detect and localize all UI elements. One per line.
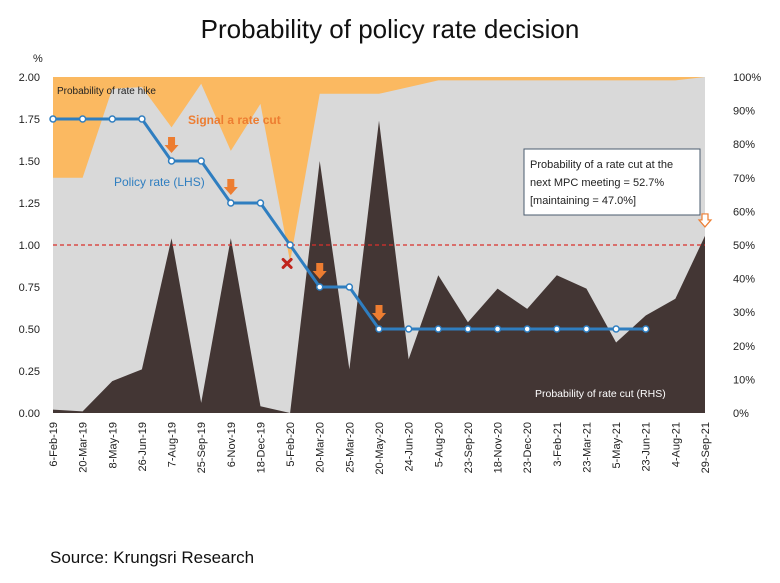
x-tick-label: 6-Feb-19 <box>48 422 60 467</box>
policy-rate-point <box>108 115 117 123</box>
x-tick-label: 25-Sep-19 <box>196 422 208 473</box>
x-tick-label: 29-Sep-21 <box>700 422 712 473</box>
x-tick-label: 20-Mar-19 <box>78 422 90 473</box>
left-axis: % 0.00 0.25 0.50 0.75 1.00 1.25 1.50 1.75 2.00 <box>19 53 43 420</box>
policy-rate-point <box>641 325 650 333</box>
right-tick-label: 70% <box>733 173 755 185</box>
latest-meeting-arrow <box>697 213 713 228</box>
x-tick-label: 8-May-19 <box>107 422 119 468</box>
x-tick-label: 26-Jun-19 <box>137 422 149 472</box>
left-tick-label: 0.00 <box>19 408 40 420</box>
policy-rate-point <box>315 283 324 291</box>
policy-rate-point <box>167 157 176 165</box>
policy-rate-point <box>375 325 383 333</box>
rate-cut-signal-arrow <box>223 179 238 195</box>
plot-area: Probability of rate hike Signal a rate cu… <box>49 77 713 414</box>
left-tick-label: 0.75 <box>19 282 40 294</box>
x-tick-label: 25-Mar-20 <box>344 422 356 473</box>
policy-rate-point <box>523 325 531 333</box>
x-tick-label: 4-Aug-21 <box>670 422 682 467</box>
policy-rate-point <box>464 325 472 333</box>
policy-rate-point <box>49 115 57 123</box>
policy-rate-point <box>197 157 205 165</box>
signal-label: Signal a rate cut <box>188 113 281 127</box>
chart-title: Probability of policy rate decision <box>200 14 580 44</box>
policy-rate-point <box>286 241 294 249</box>
left-axis-unit: % <box>33 53 43 65</box>
left-tick-label: 2.00 <box>19 72 40 84</box>
rate-cut-area <box>53 120 705 414</box>
right-tick-label: 40% <box>733 274 755 286</box>
x-tick-label: 5-May-21 <box>611 422 623 468</box>
callout-line: next MPC meeting = 52.7% <box>530 177 664 189</box>
rate-cut-label: Probability of rate cut (RHS) <box>535 388 666 400</box>
x-tick-label: 3-Feb-21 <box>552 422 564 467</box>
policy-rate-point <box>78 115 87 123</box>
policy-rate-point <box>582 325 591 333</box>
policy-rate-point <box>493 325 502 333</box>
rate-cut-signal-arrow <box>312 263 327 279</box>
rate-cut-signal-arrow <box>164 137 179 153</box>
x-tick-label: 20-May-20 <box>374 422 386 475</box>
x-tick-label: 23-Jun-21 <box>641 422 653 472</box>
right-tick-label: 60% <box>733 206 755 218</box>
policy-rate-point <box>345 283 354 291</box>
policy-rate-point <box>612 325 620 333</box>
left-tick-label: 1.50 <box>19 156 40 168</box>
left-tick-label: 0.50 <box>19 324 40 336</box>
x-axis: 6-Feb-19 20-Mar-19 8-May-19 26-Jun-19 7-Aug-… <box>48 422 712 475</box>
right-tick-label: 100% <box>733 72 761 84</box>
right-axis: 0% 10% 20% 30% 40% 50% 60% 70% 80% 90% 100% <box>733 72 761 420</box>
x-tick-label: 18-Dec-19 <box>255 422 267 473</box>
x-tick-label: 7-Aug-19 <box>167 422 179 467</box>
policy-rate-point <box>138 115 146 123</box>
x-tick-label: 5-Aug-20 <box>433 422 445 467</box>
left-tick-label: 0.25 <box>19 366 40 378</box>
right-tick-label: 30% <box>733 307 755 319</box>
policy-rate-label: Policy rate (LHS) <box>114 175 205 189</box>
rate-hike-label: Probability of rate hike <box>57 86 156 97</box>
callout: Probability of a rate cut at the next MPC… <box>523 148 701 216</box>
callout-line: [maintaining = 47.0%] <box>530 195 636 207</box>
x-tick-label: 23-Mar-21 <box>581 422 593 473</box>
no-cut-marker <box>281 257 293 269</box>
policy-rate-point <box>227 199 235 207</box>
callout-box <box>523 148 701 216</box>
x-tick-label: 23-Dec-20 <box>522 422 534 473</box>
x-tick-label: 18-Nov-20 <box>493 422 505 473</box>
x-tick-label: 6-Nov-19 <box>226 422 238 467</box>
x-tick-label: 24-Jun-20 <box>404 422 416 472</box>
right-tick-label: 10% <box>733 374 755 386</box>
right-tick-label: 0% <box>733 408 749 420</box>
callout-line: Probability of a rate cut at the <box>530 159 673 171</box>
x-tick-label: 20-Mar-20 <box>315 422 327 473</box>
policy-rate-point <box>434 325 443 333</box>
rate-cut-signal-arrow <box>372 305 386 321</box>
right-tick-label: 20% <box>733 341 755 353</box>
left-tick-label: 1.25 <box>19 198 40 210</box>
right-tick-label: 50% <box>733 240 755 252</box>
left-tick-label: 1.00 <box>19 240 40 252</box>
left-tick-label: 1.75 <box>19 114 40 126</box>
policy-rate-point <box>553 325 561 333</box>
right-tick-label: 80% <box>733 139 755 151</box>
policy-rate-point <box>404 325 413 333</box>
policy-rate-point <box>256 199 265 207</box>
right-tick-label: 90% <box>733 106 755 118</box>
x-tick-label: 23-Sep-20 <box>463 422 475 473</box>
source-note: Source: Krungsri Research <box>50 548 255 567</box>
x-tick-label: 5-Feb-20 <box>285 422 297 467</box>
